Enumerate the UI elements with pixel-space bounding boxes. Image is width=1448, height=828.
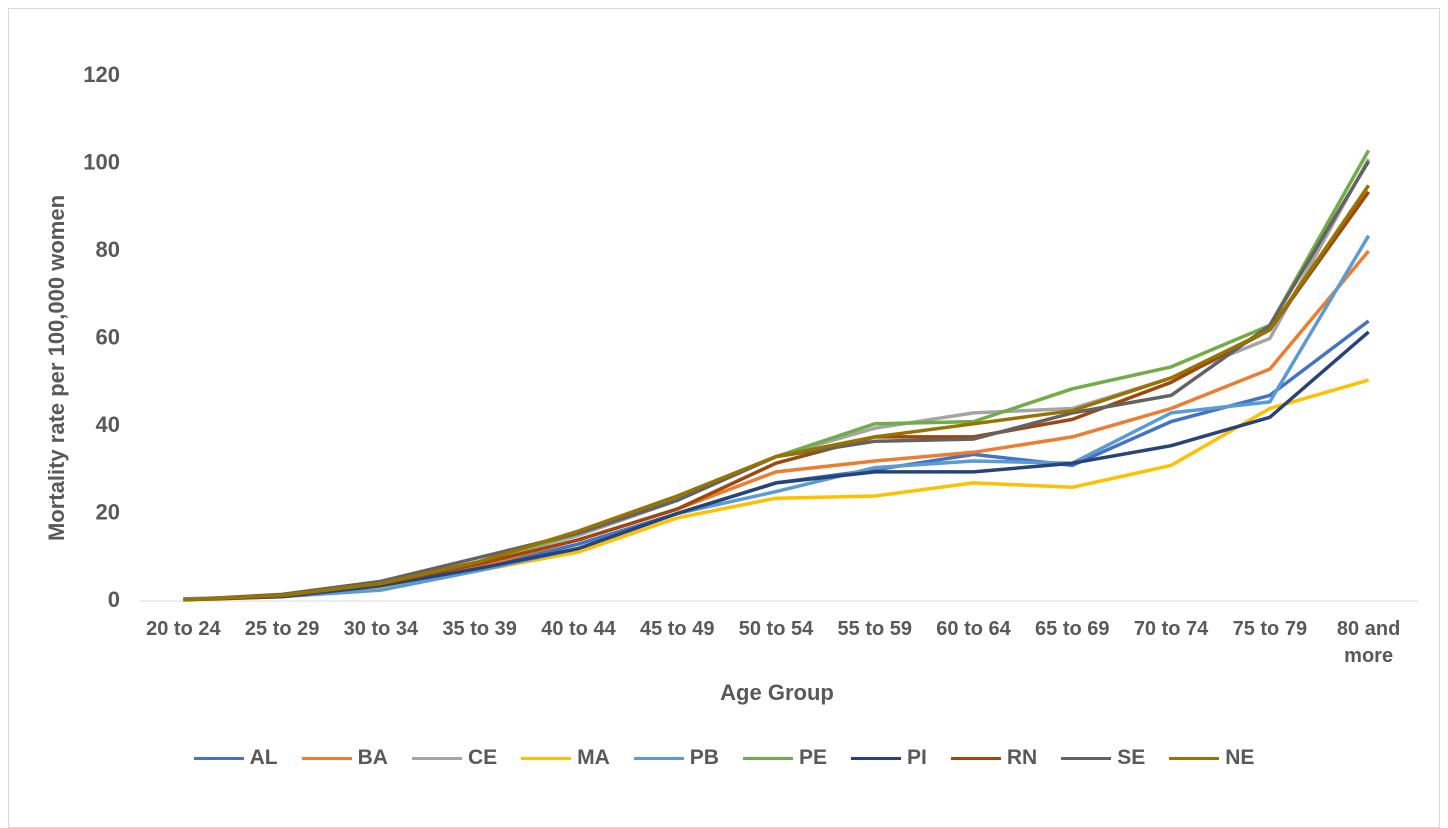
- y-axis-title: Mortality rate per 100,000 women: [44, 195, 69, 541]
- x-tick-label: 40 to 44: [541, 618, 616, 640]
- x-tick-label: 70 to 74: [1133, 618, 1209, 640]
- y-tick-label: 20: [96, 499, 120, 524]
- x-tick-label: 30 to 34: [343, 618, 419, 640]
- legend-swatch: [851, 756, 901, 760]
- legend-entry: PB: [633, 746, 719, 770]
- x-tick-label: 55 to 59: [837, 618, 912, 640]
- y-tick-label: 0: [108, 587, 120, 612]
- legend-label: MA: [577, 746, 610, 769]
- x-tick-label: 50 to 54: [738, 618, 814, 640]
- legend-label: PB: [689, 746, 719, 769]
- legend-label: AL: [249, 746, 278, 769]
- legend-label: CE: [467, 746, 498, 769]
- legend-swatch: [742, 756, 793, 760]
- legend-swatch: [950, 756, 1001, 760]
- legend-swatch: [521, 756, 572, 760]
- x-tick-label: 45 to 49: [639, 618, 715, 640]
- legend-swatch: [1169, 756, 1220, 760]
- legend-label: NE: [1225, 746, 1255, 769]
- legend: AL BA CE MA PB PE PI RN SE NE: [0, 746, 1448, 770]
- legend-label: RN: [1006, 746, 1038, 769]
- x-tick-label: 20 to 24: [146, 618, 221, 640]
- y-tick-label: 60: [96, 324, 120, 349]
- legend-entry: SE: [1061, 746, 1145, 770]
- x-tick-label: 35 to 39: [442, 618, 517, 640]
- series-line: [183, 160, 1371, 602]
- series-line: [183, 319, 1370, 602]
- series-line: [183, 249, 1370, 602]
- legend-swatch: [193, 756, 244, 760]
- series-line: [183, 184, 1371, 602]
- x-axis-title: Age Group: [720, 680, 834, 705]
- legend-entry: MA: [521, 746, 610, 770]
- x-tick-label: 65 to 69: [1035, 618, 1110, 640]
- legend-label: SE: [1117, 746, 1146, 769]
- y-tick-label: 120: [83, 62, 120, 87]
- legend-label: BA: [357, 746, 388, 769]
- series-line: [183, 149, 1371, 602]
- x-tick-label: 25 to 29: [244, 618, 320, 640]
- legend-entry: BA: [301, 746, 388, 770]
- legend-label: PE: [798, 746, 827, 769]
- legend-label: PI: [907, 746, 927, 769]
- legend-swatch: [1061, 756, 1112, 760]
- legend-swatch: [411, 756, 462, 760]
- x-tick-label: 60 to 64: [936, 618, 1011, 640]
- series-line: [183, 190, 1371, 602]
- series-line: [183, 330, 1370, 602]
- legend-swatch: [633, 756, 684, 760]
- legend-swatch: [301, 756, 352, 760]
- x-tick-label: 80 and more: [1336, 618, 1401, 667]
- legend-entry: AL: [193, 746, 278, 770]
- series-line: [183, 234, 1371, 601]
- legend-entry: PE: [742, 746, 827, 770]
- x-tick-label: 75 to 79: [1232, 618, 1308, 640]
- y-tick-label: 40: [96, 412, 120, 437]
- legend-entry: CE: [411, 746, 498, 770]
- y-tick-label: 100: [83, 149, 120, 174]
- legend-entry: PI: [851, 746, 927, 770]
- y-tick-label: 80: [96, 237, 120, 262]
- legend-entry: RN: [950, 746, 1038, 770]
- legend-entry: NE: [1169, 746, 1254, 770]
